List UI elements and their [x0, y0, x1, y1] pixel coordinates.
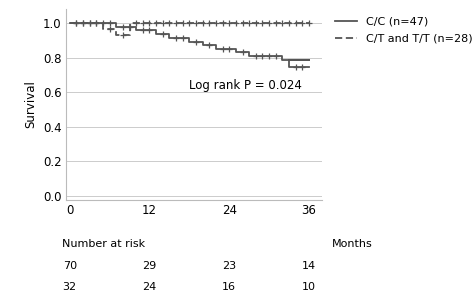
Y-axis label: Survival: Survival	[24, 80, 37, 128]
Text: 24: 24	[142, 282, 156, 293]
Text: 16: 16	[222, 282, 236, 293]
Text: Number at risk: Number at risk	[62, 239, 145, 250]
Legend: C/C (n=47), C/T and T/T (n=28): C/C (n=47), C/T and T/T (n=28)	[333, 15, 474, 46]
Text: 14: 14	[302, 261, 316, 271]
Text: Months: Months	[332, 239, 373, 250]
Text: 70: 70	[63, 261, 77, 271]
Text: 32: 32	[63, 282, 77, 293]
Text: 10: 10	[302, 282, 316, 293]
Text: 23: 23	[222, 261, 237, 271]
Text: Log rank P = 0.024: Log rank P = 0.024	[189, 79, 302, 92]
Text: 29: 29	[142, 261, 156, 271]
